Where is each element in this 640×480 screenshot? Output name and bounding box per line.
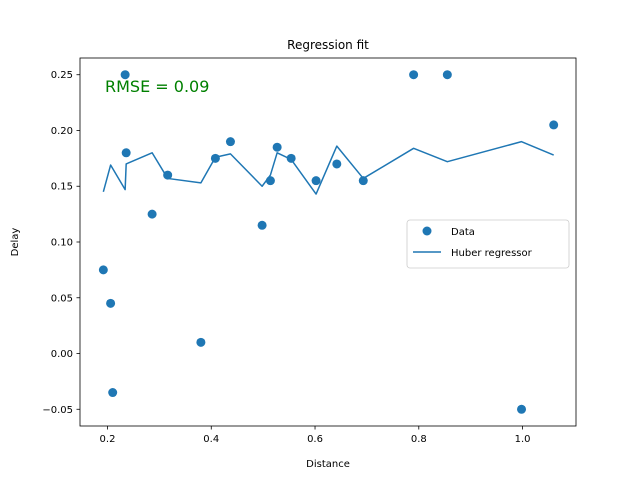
x-tick-label: 0.4 [203,434,219,445]
data-point-15 [311,176,321,186]
data-point-5 [121,148,131,158]
y-tick-label: 0.15 [51,182,73,193]
data-point-11 [257,220,267,230]
rmse-annotation: RMSE = 0.09 [105,77,209,96]
y-axis-title: Delay [10,228,21,257]
y-axis-ticks: −0.05 0.00 0.05 0.10 0.15 0.20 0.25 [42,70,80,416]
data-point-14 [286,153,296,163]
data-point-12 [265,176,275,186]
data-point-4 [120,70,130,80]
data-point-19 [442,70,452,80]
x-tick-label: 0.8 [411,434,427,445]
data-point-3 [108,388,118,398]
data-point-9 [210,153,220,163]
legend: Data Huber regressor [406,219,570,269]
data-point-7 [163,170,173,180]
chart-marks [98,70,559,414]
x-axis-ticks: 0.2 0.4 0.6 0.8 1.0 [100,426,531,445]
y-tick-label: 0.05 [51,293,73,304]
legend-data-marker [422,226,432,236]
y-tick-label: 0.10 [51,238,73,249]
x-tick-label: 0.2 [100,434,116,445]
data-point-13 [272,142,282,152]
data-point-10 [225,137,235,147]
x-tick-label: 1.0 [515,434,531,445]
data-point-20 [517,404,527,414]
x-axis-title: Distance [306,459,350,470]
y-tick-label: 0.20 [51,126,73,137]
data-point-21 [549,120,559,130]
y-tick-label: −0.05 [42,405,73,416]
data-point-17 [358,176,368,186]
data-point-18 [409,70,419,80]
data-point-16 [332,159,342,169]
legend-data-label: Data [451,227,475,238]
y-tick-label: 0.00 [51,349,73,360]
chart-title: Regression fit [287,38,369,52]
data-point-8 [196,337,206,347]
x-tick-label: 0.6 [307,434,323,445]
data-point-2 [106,298,116,308]
legend-box [406,219,570,269]
plot-frame [79,57,577,427]
legend-line-label: Huber regressor [451,248,533,259]
y-tick-label: 0.25 [51,70,73,81]
data-point-6 [147,209,157,219]
data-point-1 [98,265,108,275]
